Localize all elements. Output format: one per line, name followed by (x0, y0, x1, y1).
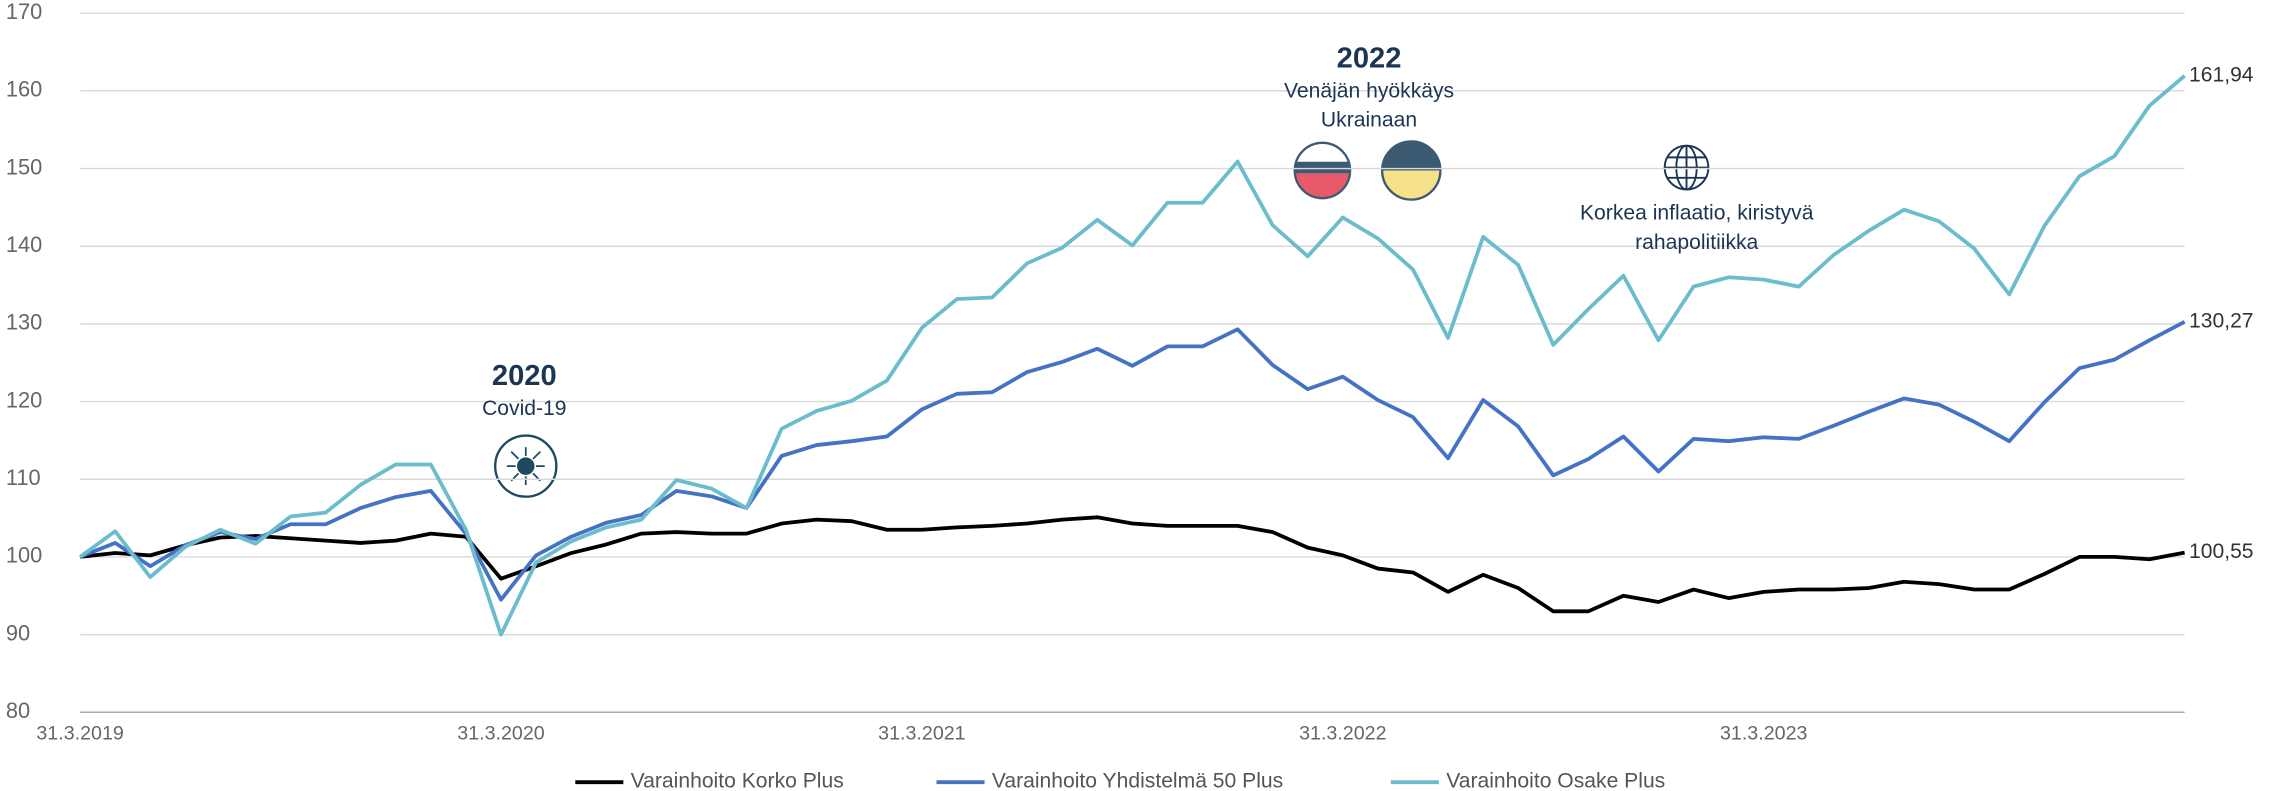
line-series (78, 74, 2186, 637)
x-tick-label: 31.3.2021 (878, 722, 965, 744)
y-tick-label: 140 (6, 232, 42, 257)
legend-label: Varainhoito Osake Plus (1446, 770, 1665, 791)
flag-russia-icon (1293, 141, 1352, 200)
legend-label: Varainhoito Korko Plus (631, 770, 844, 791)
x-tick-label: 31.3.2019 (36, 722, 123, 744)
y-tick-label: 130 (6, 310, 42, 335)
line-series (79, 515, 2185, 614)
annotation-text: Korkea inflaatio, kiristyvä (1580, 202, 1814, 225)
y-tick-label: 120 (6, 387, 42, 412)
annotation-title: 2020 (492, 360, 557, 392)
annotation-title: 2022 (1337, 42, 1402, 74)
y-tick-label: 90 (6, 620, 30, 645)
annotation-text: rahapolitiikka (1635, 231, 1758, 254)
y-tick-label: 160 (6, 77, 42, 102)
y-tick-label: 110 (6, 465, 41, 490)
end-value-label: 161,94 (2189, 63, 2254, 86)
y-tick-label: 80 (6, 698, 30, 723)
x-tick-label: 31.3.2023 (1720, 722, 1808, 744)
annotation-text: Ukrainaan (1321, 109, 1417, 132)
y-tick-label: 150 (6, 154, 42, 179)
annotation-text: Venäjän hyökkäys (1284, 79, 1454, 102)
end-value-label: 100,55 (2189, 540, 2254, 563)
y-tick-label: 100 (6, 543, 42, 568)
end-value-label: 130,27 (2189, 309, 2254, 332)
covid-icon (494, 434, 558, 498)
x-tick-label: 31.3.2020 (457, 722, 545, 744)
globe-icon (1663, 144, 1710, 191)
flag-ukraine-icon (1380, 140, 1442, 201)
y-tick-label: 170 (6, 0, 42, 24)
legend-label: Varainhoito Yhdistelmä 50 Plus (992, 770, 1283, 791)
annotation-text: Covid-19 (482, 397, 566, 420)
line-series (79, 320, 2186, 602)
x-tick-label: 31.3.2022 (1299, 722, 1386, 744)
